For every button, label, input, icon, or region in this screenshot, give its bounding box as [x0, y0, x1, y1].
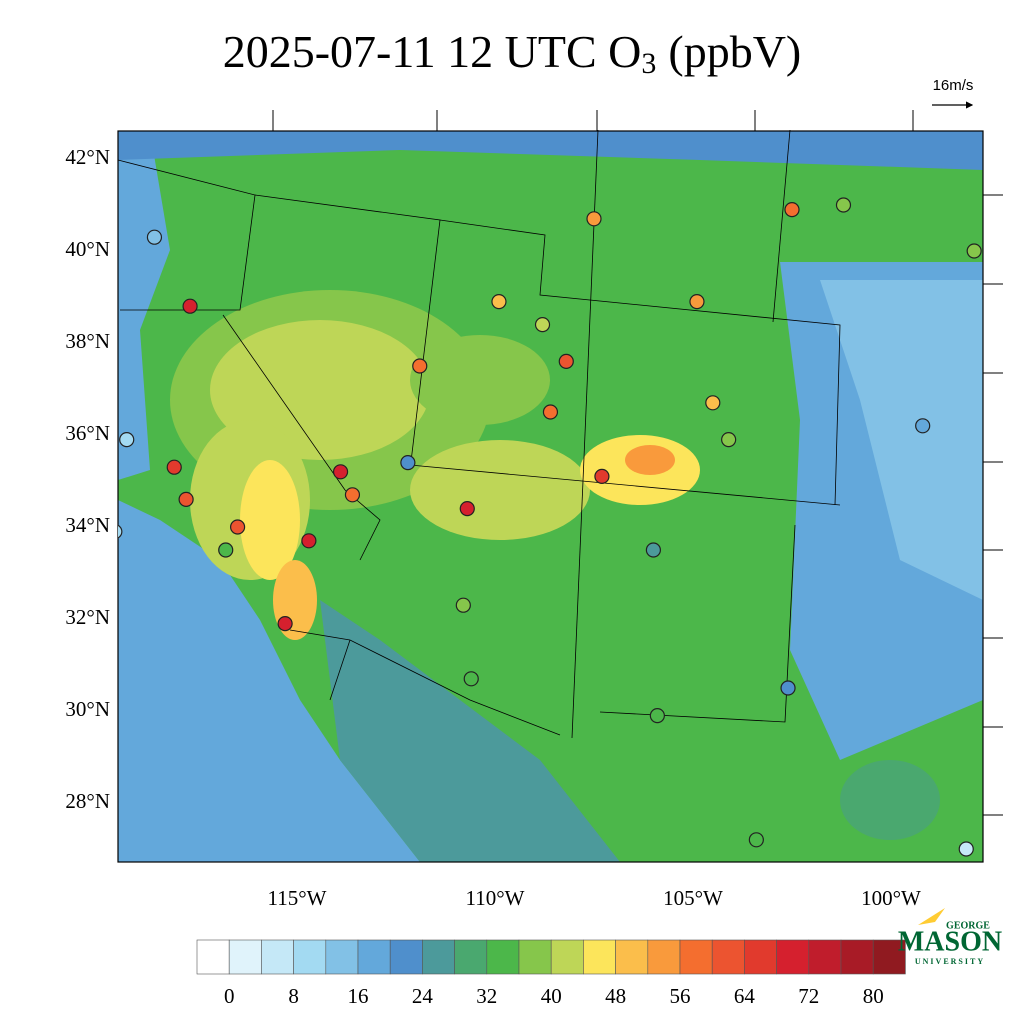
colorbar-box — [357, 939, 391, 975]
title: 2025-07-11 12 UTC O3 (ppbV) — [223, 26, 802, 80]
station — [166, 459, 182, 475]
lon-label: 100°W — [861, 886, 921, 910]
colorbar-box — [454, 939, 488, 975]
colorbar-tick-label: 48 — [605, 984, 626, 1008]
title-units: (ppbV) — [668, 26, 801, 77]
station — [118, 524, 123, 539]
colorbar-box — [679, 939, 713, 975]
colorbar-tick-label: 40 — [541, 984, 562, 1008]
colorbar-box — [486, 939, 520, 975]
station — [748, 832, 764, 848]
colorbar-tick-label: 32 — [476, 984, 497, 1008]
lat-label: 28°N — [65, 789, 110, 813]
colorbar-tick-label: 64 — [734, 984, 756, 1008]
station — [218, 542, 234, 558]
station — [835, 197, 852, 213]
frame-ticks — [272, 110, 1003, 816]
colorbar-box — [389, 939, 423, 975]
station — [689, 294, 705, 310]
colorbar-tick-label: 24 — [412, 984, 434, 1008]
colorbar-tick-label: 72 — [798, 984, 819, 1008]
station — [463, 671, 479, 687]
colorbar-box — [776, 939, 810, 975]
station — [915, 418, 931, 434]
colorbar-box — [293, 939, 327, 975]
colorbar-box — [518, 939, 552, 975]
station — [966, 243, 982, 259]
colorbar-box — [615, 939, 649, 975]
logo-bottom: UNIVERSITY — [915, 957, 985, 966]
station — [96, 368, 110, 382]
station — [534, 317, 551, 333]
lat-label: 30°N — [65, 697, 110, 721]
station — [182, 298, 198, 314]
station — [542, 404, 559, 420]
colorbar-box — [550, 939, 584, 975]
station — [301, 533, 317, 549]
title-subscript: 3 — [641, 47, 656, 80]
station — [594, 468, 610, 484]
station — [645, 542, 662, 558]
station — [558, 353, 574, 369]
station — [412, 358, 428, 374]
vector-scale-label: 16m/s — [933, 77, 974, 94]
colorbar-tick-label: 80 — [863, 984, 884, 1008]
colorbar-box — [261, 939, 294, 975]
stations — [96, 197, 982, 857]
station — [178, 491, 194, 507]
colorbar-tick-label: 8 — [288, 984, 299, 1008]
station — [491, 294, 507, 310]
colorbar-tick-label: 56 — [670, 984, 691, 1008]
map-frame — [117, 130, 984, 863]
colorbar-box — [808, 939, 842, 975]
station — [780, 680, 796, 696]
station — [784, 202, 800, 218]
station — [649, 707, 665, 724]
lon-label: 115°W — [268, 886, 327, 910]
title-main: 2025-07-11 12 UTC O — [223, 26, 642, 77]
lat-label: 40°N — [65, 237, 110, 261]
lat-label: 34°N — [65, 513, 110, 537]
station — [400, 455, 416, 471]
station — [455, 597, 471, 613]
colorbar-tick-label: 0 — [224, 984, 235, 1008]
gmu-logo: GEORGE MASON UNIVERSITY — [898, 908, 1002, 966]
station — [119, 432, 135, 448]
colorbar-box — [196, 939, 230, 975]
station — [958, 841, 974, 857]
lat-label: 38°N — [65, 329, 110, 353]
lon-label: 110°W — [466, 886, 525, 910]
colorbar-box — [228, 939, 262, 975]
colorbar-box — [744, 939, 777, 975]
colorbar-box — [711, 939, 745, 975]
colorbar-box — [840, 939, 874, 975]
station — [344, 487, 361, 503]
colorbar-box — [647, 939, 681, 975]
logo-top: GEORGE — [946, 920, 990, 931]
colorbar-box — [325, 939, 359, 975]
lat-label: 36°N — [65, 421, 110, 445]
station — [721, 432, 737, 448]
colorbar-box — [422, 939, 455, 975]
colorbar-tick-label: 16 — [348, 984, 369, 1008]
logo-main: MASON — [898, 926, 1002, 957]
lat-label: 32°N — [65, 605, 110, 629]
colorbar-box — [872, 939, 906, 975]
station — [146, 229, 163, 245]
lon-label: 105°W — [663, 886, 723, 910]
station — [705, 395, 721, 411]
ozone-field — [118, 131, 983, 862]
station — [586, 211, 602, 227]
station — [459, 501, 475, 517]
station — [230, 519, 246, 535]
lat-label: 42°N — [65, 145, 110, 169]
station — [332, 464, 349, 480]
station — [277, 615, 293, 632]
colorbar-box — [583, 939, 616, 975]
